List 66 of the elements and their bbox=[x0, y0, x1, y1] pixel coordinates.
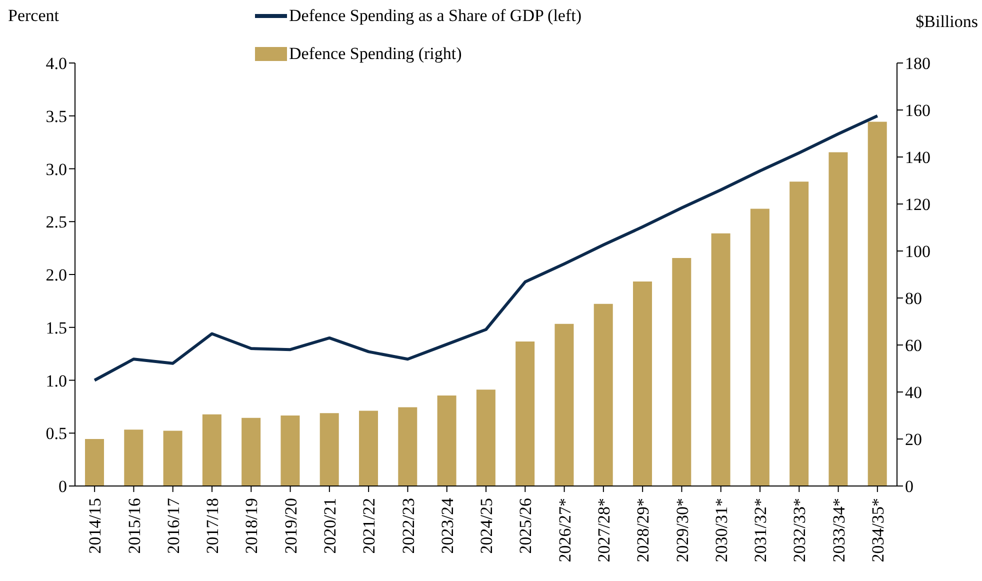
y-tick-label: 2.5 bbox=[46, 212, 67, 232]
bar bbox=[711, 233, 730, 486]
bar bbox=[750, 208, 770, 486]
y2-tick-label: 140 bbox=[905, 148, 930, 168]
bar bbox=[398, 407, 418, 486]
y2-tick-label: 80 bbox=[905, 289, 922, 308]
y-tick-label: 3.0 bbox=[46, 160, 67, 179]
x-tick-label: 2031/32* bbox=[751, 498, 770, 562]
y-tick-label: 3.5 bbox=[46, 106, 67, 126]
x-tick-label: 2019/20 bbox=[281, 498, 300, 554]
bar bbox=[437, 396, 456, 486]
x-tick-label: 2032/33* bbox=[790, 498, 810, 562]
bar bbox=[280, 416, 300, 486]
x-tick-label: 2034/35* bbox=[868, 498, 888, 562]
bar bbox=[242, 418, 261, 486]
bar bbox=[476, 390, 496, 486]
legend-label: Defence Spending as a Share of GDP (left) bbox=[289, 6, 582, 26]
y-tick-label: 0 bbox=[58, 477, 67, 496]
legend-label: Defence Spending (right) bbox=[289, 44, 462, 64]
line-series bbox=[93, 114, 879, 382]
bar bbox=[163, 430, 182, 486]
y-axis-title: Percent bbox=[8, 6, 59, 26]
y-tick-label: 2.0 bbox=[46, 266, 67, 285]
bar bbox=[868, 122, 887, 486]
x-tick-label: 2015/16 bbox=[124, 498, 144, 554]
y2-axis-title: $Billions bbox=[916, 12, 978, 32]
x-tick-label: 2021/22 bbox=[360, 498, 379, 554]
bar bbox=[594, 304, 613, 486]
bar bbox=[359, 410, 378, 486]
x-tick-label: 2016/17 bbox=[164, 498, 183, 554]
x-tick-label: 2033/34* bbox=[829, 498, 848, 562]
y2-tick-label: 0 bbox=[905, 477, 914, 496]
y-tick-label: 1.5 bbox=[46, 318, 67, 338]
bar bbox=[85, 439, 104, 486]
x-tick-label: 2028/29* bbox=[634, 498, 653, 562]
x-tick-label: 2014/15 bbox=[86, 498, 105, 554]
x-tick-label: 2023/24 bbox=[438, 498, 457, 554]
bar bbox=[124, 430, 144, 486]
y2-tick-label: 20 bbox=[905, 430, 922, 450]
x-tick-label: 2030/31* bbox=[712, 498, 731, 562]
x-tick-label: 2027/28* bbox=[594, 498, 614, 562]
y2-tick-label: 60 bbox=[905, 336, 922, 356]
y2-tick-label: 100 bbox=[905, 242, 930, 262]
x-tick-label: 2018/19 bbox=[242, 498, 262, 554]
x-tick-label: 2029/30* bbox=[672, 498, 692, 562]
y2-tick-label: 40 bbox=[905, 383, 922, 402]
x-tick-label: 2020/21 bbox=[320, 498, 340, 554]
bar bbox=[672, 258, 692, 486]
bar bbox=[828, 152, 848, 486]
bar bbox=[790, 182, 809, 486]
y2-tick-label: 160 bbox=[905, 101, 930, 120]
y-tick-label: 4.0 bbox=[46, 54, 67, 74]
y2-tick-label: 120 bbox=[905, 195, 930, 214]
bar bbox=[554, 324, 574, 486]
bar bbox=[516, 341, 535, 486]
bar bbox=[202, 414, 222, 486]
y-tick-label: 1.0 bbox=[46, 371, 67, 390]
x-tick-label: 2026/27* bbox=[555, 498, 574, 562]
y-tick-label: 0.5 bbox=[46, 424, 67, 444]
x-tick-label: 2025/26 bbox=[516, 498, 536, 554]
x-tick-label: 2022/23 bbox=[398, 498, 418, 554]
y2-tick-label: 180 bbox=[905, 54, 930, 74]
x-tick-label: 2024/25 bbox=[477, 498, 496, 554]
x-tick-label: 2017/18 bbox=[203, 498, 222, 554]
bar bbox=[320, 413, 339, 486]
bar bbox=[633, 282, 652, 486]
